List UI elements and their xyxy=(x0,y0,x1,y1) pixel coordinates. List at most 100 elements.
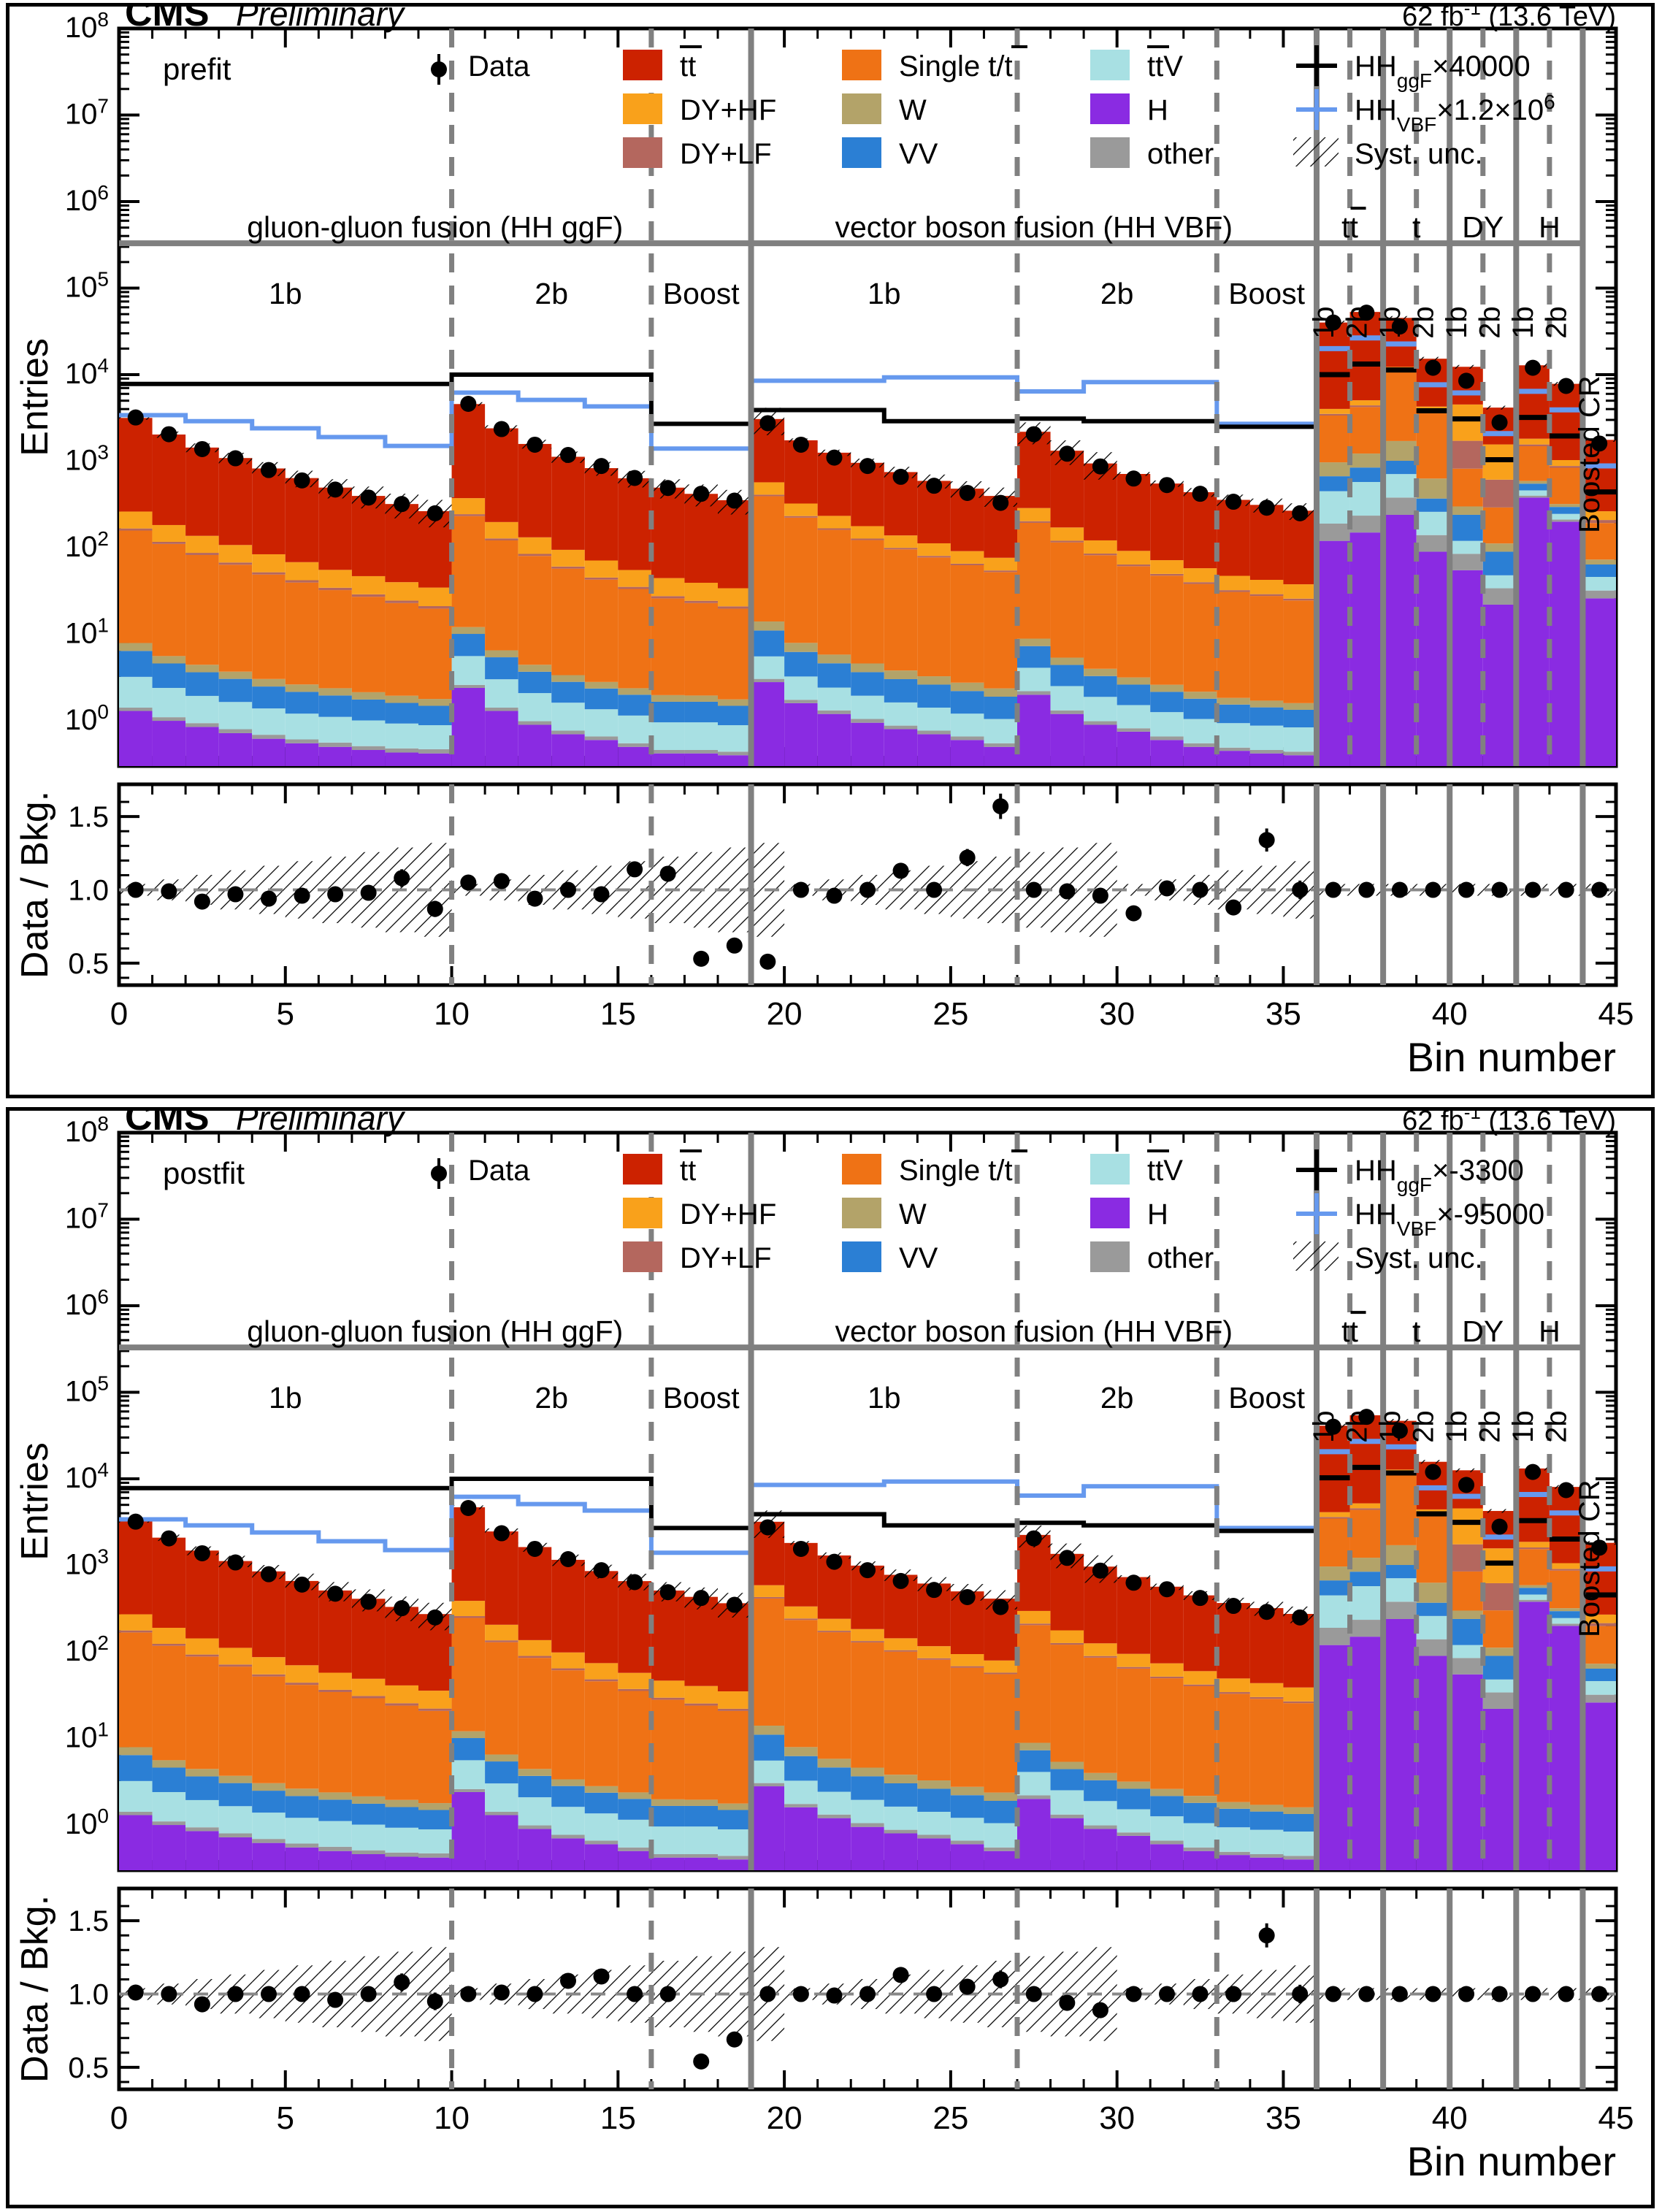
x-tick-label: 5 xyxy=(277,2100,294,2136)
stack-bar xyxy=(884,729,918,766)
cr-top-label: DY xyxy=(1462,210,1504,244)
stack-bar xyxy=(1183,1851,1217,1870)
legend-swatch-syst xyxy=(1293,1241,1339,1271)
stack-bar xyxy=(119,707,153,711)
stack-bar xyxy=(252,1676,286,1783)
stack-bar xyxy=(1349,482,1384,516)
stack-bar xyxy=(584,1840,619,1845)
stack-bar xyxy=(1084,724,1117,766)
stack-bar xyxy=(551,1670,585,1780)
stack-bar xyxy=(1084,1772,1117,1780)
stack-bar xyxy=(1050,1818,1084,1870)
stack-bar xyxy=(152,717,186,722)
stack-bar xyxy=(1549,1487,1583,1564)
stack-bar xyxy=(1084,555,1117,669)
cr-vertical-label: 2b xyxy=(1407,1410,1439,1443)
stack-bar xyxy=(385,1685,418,1704)
data-marker xyxy=(859,1562,876,1579)
ratio-marker xyxy=(1458,1986,1474,2002)
stack-bar xyxy=(485,540,518,651)
ratio-marker xyxy=(627,861,643,878)
stack-bar xyxy=(152,543,186,657)
stack-bar xyxy=(1050,713,1084,766)
stack-bar xyxy=(451,404,486,499)
data-marker xyxy=(1325,1418,1341,1435)
stack-bar xyxy=(1450,554,1483,570)
ratio-marker xyxy=(394,1974,410,1991)
x-tick-label: 20 xyxy=(767,996,803,1032)
stack-bar xyxy=(1150,692,1184,713)
y-tick-label: 101 xyxy=(65,1718,109,1754)
data-marker xyxy=(127,409,144,426)
stack-bar xyxy=(917,1788,951,1812)
stack-bar xyxy=(218,1775,253,1783)
stack-bar xyxy=(451,687,486,766)
data-marker xyxy=(360,1593,377,1610)
stack-bar xyxy=(252,738,286,766)
cr-top-label: DY xyxy=(1462,1314,1504,1348)
stack-bar xyxy=(518,1825,552,1829)
stack-bar xyxy=(851,538,884,540)
stack-bar xyxy=(1117,1666,1151,1669)
stack-bar xyxy=(984,570,1017,573)
stack-bar xyxy=(218,1833,253,1837)
y-axis-title: Entries xyxy=(14,338,56,456)
data-marker xyxy=(726,1596,743,1613)
data-marker xyxy=(726,492,743,509)
stack-bar xyxy=(1317,1595,1350,1628)
stack-bar xyxy=(984,557,1017,571)
stack-bar xyxy=(718,1691,751,1709)
ratio-marker xyxy=(261,1986,277,2002)
ratio-marker xyxy=(1591,881,1608,898)
stack-bar xyxy=(1283,1832,1317,1856)
stack-bar xyxy=(285,1685,319,1789)
stack-bar xyxy=(119,511,153,529)
stack-bar xyxy=(1450,1508,1483,1545)
stack-bar xyxy=(784,651,818,677)
stack-bar xyxy=(418,1857,452,1870)
stack-bar xyxy=(1383,1578,1417,1602)
stack-bar xyxy=(218,671,253,679)
legend-label-other: other xyxy=(1147,138,1214,170)
stack-bar xyxy=(751,630,785,657)
stack-bar xyxy=(485,1783,518,1812)
fit-stage-label: prefit xyxy=(163,52,231,86)
data-marker xyxy=(426,505,443,521)
stack-bar xyxy=(1516,495,1550,498)
stack-bar xyxy=(1217,697,1250,705)
stack-bar xyxy=(884,1651,918,1775)
x-tick-label: 40 xyxy=(1432,996,1468,1032)
stack-bar xyxy=(851,1642,884,1768)
stack-bar xyxy=(351,496,386,576)
data-marker xyxy=(360,489,377,506)
ratio-marker xyxy=(1192,1986,1209,2002)
stack-bar xyxy=(1084,1780,1117,1802)
stack-bar xyxy=(285,1818,319,1844)
stack-bar xyxy=(351,1850,386,1855)
stack-bar xyxy=(917,543,951,556)
syst-band-bin xyxy=(1416,1460,1450,1464)
y-tick-label: 104 xyxy=(65,1458,109,1495)
stack-bar xyxy=(1117,1668,1151,1782)
x-tick-label: 35 xyxy=(1265,996,1301,1032)
data-marker xyxy=(1525,359,1542,376)
stack-bar xyxy=(1249,1805,1284,1812)
legend-swatch-dylf xyxy=(623,137,662,168)
stack-bar xyxy=(684,753,718,766)
ratio-marker xyxy=(859,881,876,898)
data-marker xyxy=(526,1540,543,1557)
stack-bar xyxy=(751,494,785,497)
y-tick-label: 106 xyxy=(65,1285,109,1322)
data-marker xyxy=(693,486,710,502)
stack-bar xyxy=(984,1674,1017,1793)
stack-bar xyxy=(1183,743,1217,747)
stack-bar xyxy=(1317,408,1350,414)
data-marker xyxy=(959,1588,976,1605)
stack-bar xyxy=(518,1769,552,1776)
stack-bar xyxy=(1183,692,1217,699)
data-marker xyxy=(460,395,477,412)
stack-bar xyxy=(351,1698,386,1796)
stack-bar xyxy=(851,1826,884,1870)
data-marker xyxy=(1092,458,1108,475)
stack-bar xyxy=(1383,372,1417,441)
